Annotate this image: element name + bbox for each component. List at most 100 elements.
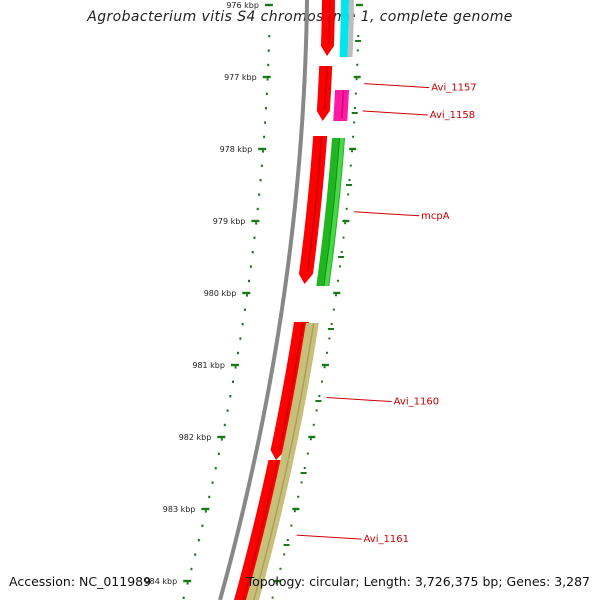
scale-dot <box>208 495 211 499</box>
tick-mark <box>242 291 251 295</box>
cds-red-6 <box>234 460 284 600</box>
scale-dots <box>182 35 360 599</box>
feature-magenta-shade <box>341 89 345 119</box>
scale-dot <box>265 92 268 95</box>
cds-red-4 <box>298 136 328 284</box>
scale-dot <box>201 524 204 527</box>
outer-dot <box>326 351 329 354</box>
feature-olive-1-shade <box>287 322 315 460</box>
gene-label-mcpa: mcpA <box>421 211 450 222</box>
outer-tick <box>308 435 316 439</box>
scale-dot <box>232 380 235 383</box>
outer-dot <box>332 308 335 311</box>
scale-dot <box>220 438 223 441</box>
scale-dot <box>256 207 259 211</box>
gene-label-avi_1158: Avi_1158 <box>430 110 475 121</box>
cds-red-5-shade <box>278 321 304 451</box>
scale-dot <box>186 582 189 585</box>
tick-label: 981 kbp <box>192 361 225 370</box>
cds-red-5 <box>270 322 309 460</box>
scale-dot <box>267 63 270 67</box>
tick-label: 982 kbp <box>179 433 212 442</box>
outer-dot <box>349 164 352 167</box>
feature-olive-2 <box>246 460 294 600</box>
outer-tick <box>349 147 357 151</box>
outer-dot <box>344 222 347 225</box>
scale-dot <box>241 323 244 326</box>
scale-ticks: 976 kbp 977 kbp 978 kbp 979 kbp 980 kbp 981 k… <box>145 1 363 586</box>
outer-dot <box>338 265 341 268</box>
map-title: Agrobacterium vitis S4 chromosome 1, com… <box>87 9 513 25</box>
gene-label-avi_1160: Avi_1160 <box>394 397 439 408</box>
outer-dot <box>340 251 343 253</box>
backbone <box>218 0 309 600</box>
minor-tick <box>355 40 362 42</box>
outer-dot <box>283 553 286 556</box>
outer-dot <box>356 63 359 66</box>
outer-dot <box>303 467 306 469</box>
tick-mark <box>262 75 271 79</box>
minor-tick <box>351 112 358 114</box>
minor-tick <box>327 328 334 330</box>
outer-dot <box>330 323 333 325</box>
outer-dot <box>293 510 296 513</box>
outer-dot <box>297 495 300 498</box>
cds-red-2-shade <box>325 65 328 91</box>
outer-dot <box>354 92 357 95</box>
leader-line <box>362 110 428 116</box>
outer-tick <box>353 75 361 79</box>
scale-dot <box>260 164 263 167</box>
outer-dot <box>312 423 315 426</box>
scale-dot <box>253 236 256 239</box>
scale-dot <box>266 78 269 81</box>
minor-tick <box>300 472 307 474</box>
scale-dot <box>255 222 258 225</box>
tick-label: 977 kbp <box>224 73 257 82</box>
outer-dot <box>275 582 278 585</box>
scale-dot <box>214 467 217 470</box>
outer-tick <box>355 3 363 7</box>
leader-line <box>296 534 362 540</box>
outer-dot <box>351 150 354 153</box>
cds-red-3 <box>316 90 332 121</box>
leader-line <box>326 397 392 403</box>
cds-red-1-shade <box>328 0 331 45</box>
tick-mark <box>258 147 267 151</box>
outer-tick <box>342 219 350 223</box>
scale-dot <box>223 423 226 427</box>
cds-red-6-shade <box>242 459 279 600</box>
scale-dot <box>267 49 270 52</box>
summary-text: Topology: circular; Length: 3,726,375 bp… <box>246 574 590 589</box>
scale-dot <box>204 510 207 513</box>
tick-label: 983 kbp <box>163 505 196 514</box>
outer-tick <box>292 507 300 511</box>
outer-dot <box>348 179 351 181</box>
feature-magenta <box>333 90 350 121</box>
outer-dot <box>309 438 312 441</box>
scale-dot <box>263 135 266 139</box>
scale-dot <box>249 265 252 268</box>
tick-label: 979 kbp <box>213 217 246 226</box>
scale-dot <box>239 337 242 340</box>
tick-mark <box>201 507 210 511</box>
scale-dot <box>229 395 232 398</box>
outer-dot <box>321 380 324 383</box>
outer-dot <box>279 567 282 570</box>
scale-dot <box>245 294 248 297</box>
scale-dot <box>194 553 197 556</box>
cds-red-3-shade <box>324 89 327 111</box>
outer-dot <box>286 539 289 541</box>
scale-dot <box>190 567 193 571</box>
feature-green-edge <box>324 138 345 286</box>
feature-gray <box>347 0 354 57</box>
outer-tick <box>321 363 329 367</box>
leader-line <box>364 83 430 89</box>
scale-dot <box>248 279 251 283</box>
tick-mark <box>183 579 192 583</box>
outer-dot <box>318 395 321 397</box>
outer-dot <box>356 49 359 52</box>
scale-dot <box>234 366 237 369</box>
leader-line <box>354 211 420 217</box>
feature-olive-1 <box>280 323 319 460</box>
